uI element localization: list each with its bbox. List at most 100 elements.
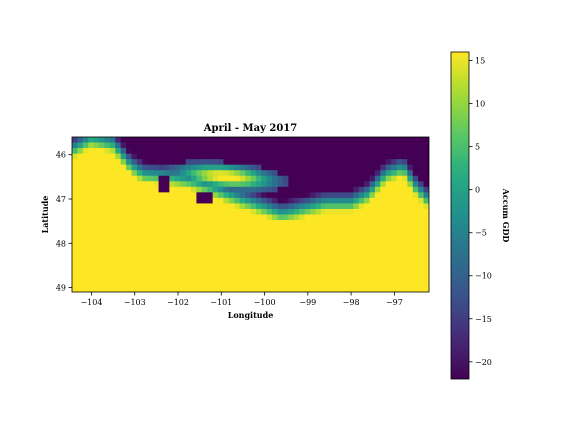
heatmap-cell bbox=[391, 153, 397, 160]
heatmap-cell bbox=[218, 159, 224, 166]
heatmap-cell bbox=[88, 148, 95, 155]
heatmap-cell bbox=[185, 247, 192, 254]
heatmap-cell bbox=[255, 220, 262, 226]
heatmap-cell bbox=[342, 186, 349, 193]
heatmap-cell bbox=[293, 203, 300, 210]
heatmap-cell bbox=[418, 247, 424, 254]
heatmap-cell bbox=[293, 275, 300, 282]
heatmap-cell bbox=[423, 170, 429, 177]
heatmap-cell bbox=[326, 175, 333, 182]
heatmap-cell bbox=[201, 137, 208, 143]
heatmap-cell bbox=[207, 192, 214, 199]
heatmap-cell bbox=[99, 286, 105, 292]
heatmap-cell bbox=[77, 264, 84, 271]
heatmap-cell bbox=[109, 253, 116, 260]
heatmap-cell bbox=[261, 137, 268, 143]
heatmap-cell bbox=[99, 181, 105, 188]
heatmap-cell bbox=[153, 192, 159, 199]
heatmap-cell bbox=[396, 142, 403, 149]
heatmap-cell bbox=[401, 164, 408, 171]
heatmap-cell bbox=[99, 186, 105, 193]
heatmap-cell bbox=[347, 214, 354, 221]
heatmap-cell bbox=[147, 137, 154, 143]
heatmap-cell bbox=[304, 203, 311, 210]
heatmap-cell bbox=[245, 214, 251, 221]
heatmap-cell bbox=[196, 242, 203, 249]
heatmap-cell bbox=[288, 242, 295, 249]
heatmap-cell bbox=[115, 275, 122, 282]
heatmap-cell bbox=[142, 275, 149, 282]
heatmap-cell bbox=[266, 275, 273, 282]
heatmap-cell bbox=[245, 264, 251, 271]
heatmap-cell bbox=[401, 203, 408, 210]
heatmap-cell bbox=[77, 208, 84, 215]
heatmap-cell bbox=[418, 186, 424, 193]
heatmap-cell bbox=[320, 164, 327, 171]
heatmap-cell bbox=[82, 225, 89, 232]
heatmap-cell bbox=[120, 148, 127, 155]
heatmap-cell bbox=[72, 164, 78, 171]
heatmap-cell bbox=[120, 186, 127, 193]
heatmap-cell bbox=[158, 280, 165, 287]
heatmap-cell bbox=[207, 137, 214, 143]
heatmap-cell bbox=[407, 275, 414, 282]
heatmap-cell bbox=[228, 148, 235, 155]
heatmap-cell bbox=[196, 181, 203, 188]
heatmap-cell bbox=[180, 275, 186, 282]
heatmap-cell bbox=[82, 181, 89, 188]
heatmap-cell bbox=[364, 242, 370, 249]
heatmap-cell bbox=[109, 247, 116, 254]
heatmap-cell bbox=[385, 203, 392, 210]
heatmap-cell bbox=[315, 148, 322, 155]
heatmap-cell bbox=[342, 203, 349, 210]
heatmap-cell bbox=[288, 192, 295, 199]
heatmap-cell bbox=[315, 264, 322, 271]
heatmap-cell bbox=[93, 142, 100, 149]
heatmap-cell bbox=[282, 280, 289, 287]
heatmap-cell bbox=[212, 264, 219, 271]
heatmap-cell bbox=[255, 142, 262, 149]
heatmap-cell bbox=[369, 142, 376, 149]
heatmap-cell bbox=[104, 175, 111, 182]
heatmap-cell bbox=[115, 148, 122, 155]
heatmap-cell bbox=[364, 170, 370, 177]
heatmap-cell bbox=[358, 142, 365, 149]
heatmap-cell bbox=[169, 159, 176, 166]
heatmap-cell bbox=[342, 242, 349, 249]
heatmap-cell bbox=[245, 220, 251, 226]
heatmap-cell bbox=[380, 264, 387, 271]
heatmap-cell bbox=[310, 258, 316, 265]
heatmap-cell bbox=[191, 142, 197, 149]
heatmap-cell bbox=[423, 264, 429, 271]
heatmap-cell bbox=[218, 247, 224, 254]
heatmap-cell bbox=[337, 220, 343, 226]
heatmap-cell bbox=[353, 192, 360, 199]
heatmap-cell bbox=[358, 231, 365, 238]
heatmap-cell bbox=[191, 280, 197, 287]
heatmap-cell bbox=[196, 142, 203, 149]
heatmap-cell bbox=[82, 164, 89, 171]
heatmap-cell bbox=[310, 175, 316, 182]
heatmap-cell bbox=[391, 220, 397, 226]
heatmap-cell bbox=[277, 186, 284, 193]
heatmap-cell bbox=[412, 280, 419, 287]
heatmap-cell bbox=[228, 236, 235, 243]
heatmap-cell bbox=[347, 197, 354, 204]
heatmap-cell bbox=[304, 159, 311, 166]
heatmap-cell bbox=[326, 181, 333, 188]
heatmap-cell bbox=[407, 148, 414, 155]
heatmap-cell bbox=[115, 203, 122, 210]
heatmap-cell bbox=[142, 148, 149, 155]
heatmap-cell bbox=[342, 264, 349, 271]
heatmap-cell bbox=[191, 192, 197, 199]
heatmap-cell bbox=[337, 258, 343, 265]
heatmap-cell bbox=[218, 142, 224, 149]
heatmap-cell bbox=[347, 280, 354, 287]
heatmap-cell bbox=[196, 186, 203, 193]
heatmap-cell bbox=[115, 242, 122, 249]
heatmap-cell bbox=[147, 242, 154, 249]
heatmap-cell bbox=[320, 170, 327, 177]
heatmap-cell bbox=[293, 236, 300, 243]
heatmap-cell bbox=[326, 148, 333, 155]
heatmap-cell bbox=[212, 242, 219, 249]
